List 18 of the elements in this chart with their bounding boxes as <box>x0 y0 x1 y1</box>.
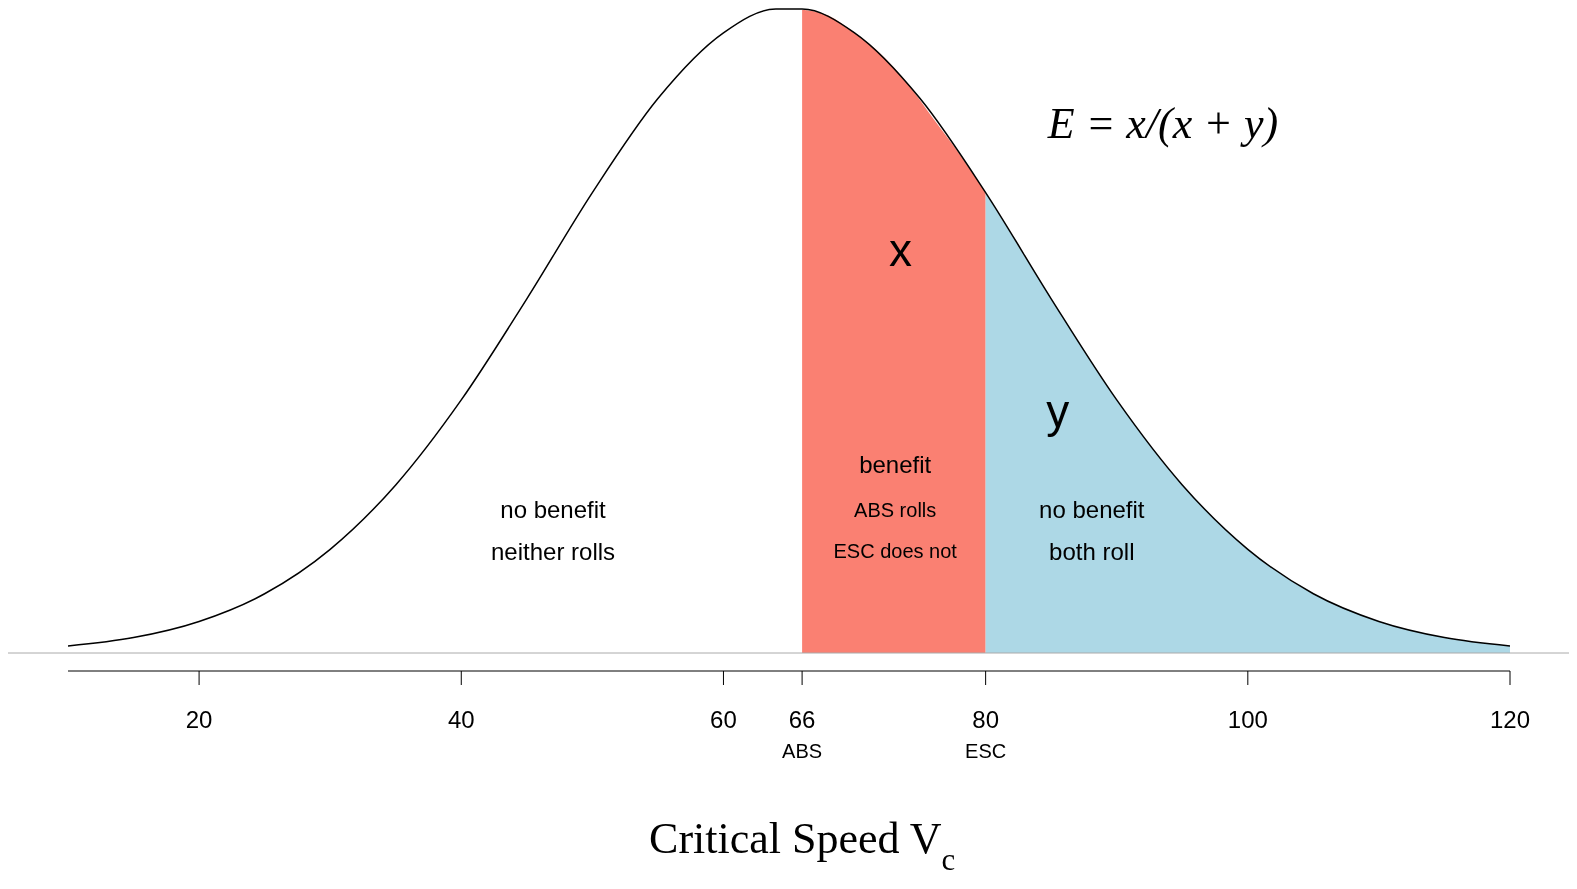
x-tick-label: 40 <box>447 706 475 733</box>
x-tick-label: 100 <box>1227 706 1268 733</box>
annotation: no benefit <box>1039 495 1145 523</box>
annotation: ABS rolls <box>854 498 937 521</box>
x-axis-title: Critical Speed V$_{c}$ <box>649 814 956 877</box>
annotation: benefit <box>859 450 932 478</box>
annotation: x <box>888 223 912 276</box>
annotation: no benefit <box>500 495 607 523</box>
x-tick-label: 60 <box>710 706 737 733</box>
x-tick-label: 80 ESC <box>965 706 1007 762</box>
annotation: E = x/(x + y) <box>1046 99 1279 149</box>
annotation: neither rolls <box>491 537 616 565</box>
annotation: ESC does not <box>833 540 958 563</box>
annotation: both roll <box>1049 537 1135 565</box>
x-tick-label: 20 <box>185 706 213 733</box>
x-tick-label: 120 <box>1489 706 1531 733</box>
annotation: y <box>1046 384 1070 437</box>
x-tick-label: 66 ABS <box>782 706 823 762</box>
